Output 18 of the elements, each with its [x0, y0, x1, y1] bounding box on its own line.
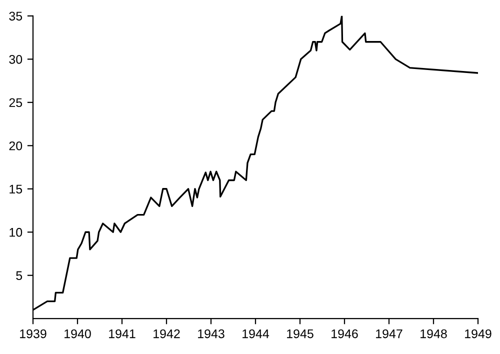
x-tick-label: 1948	[420, 329, 447, 338]
x-tick-label: 1947	[376, 329, 402, 338]
x-tick-label: 1946	[332, 329, 358, 338]
y-tick-label: 5	[16, 271, 22, 280]
x-tick-label: 1943	[198, 329, 224, 338]
x-tick-label: 1941	[109, 329, 136, 338]
y-tick-label: 30	[9, 54, 22, 64]
x-tick-label: 1949	[465, 329, 492, 338]
x-tick-label: 1944	[242, 329, 270, 338]
y-tick-label: 25	[9, 98, 22, 108]
x-tick-label: 1940	[64, 329, 91, 338]
y-tick-label: 15	[10, 184, 22, 194]
x-tick-label: 1939	[20, 329, 46, 338]
y-tick-label: 35	[9, 12, 22, 21]
x-tick-label: 1945	[287, 329, 314, 338]
y-tick-label: 20	[9, 141, 22, 150]
y-tick-label: 10	[10, 228, 22, 237]
x-tick-label: 1942	[154, 329, 180, 338]
